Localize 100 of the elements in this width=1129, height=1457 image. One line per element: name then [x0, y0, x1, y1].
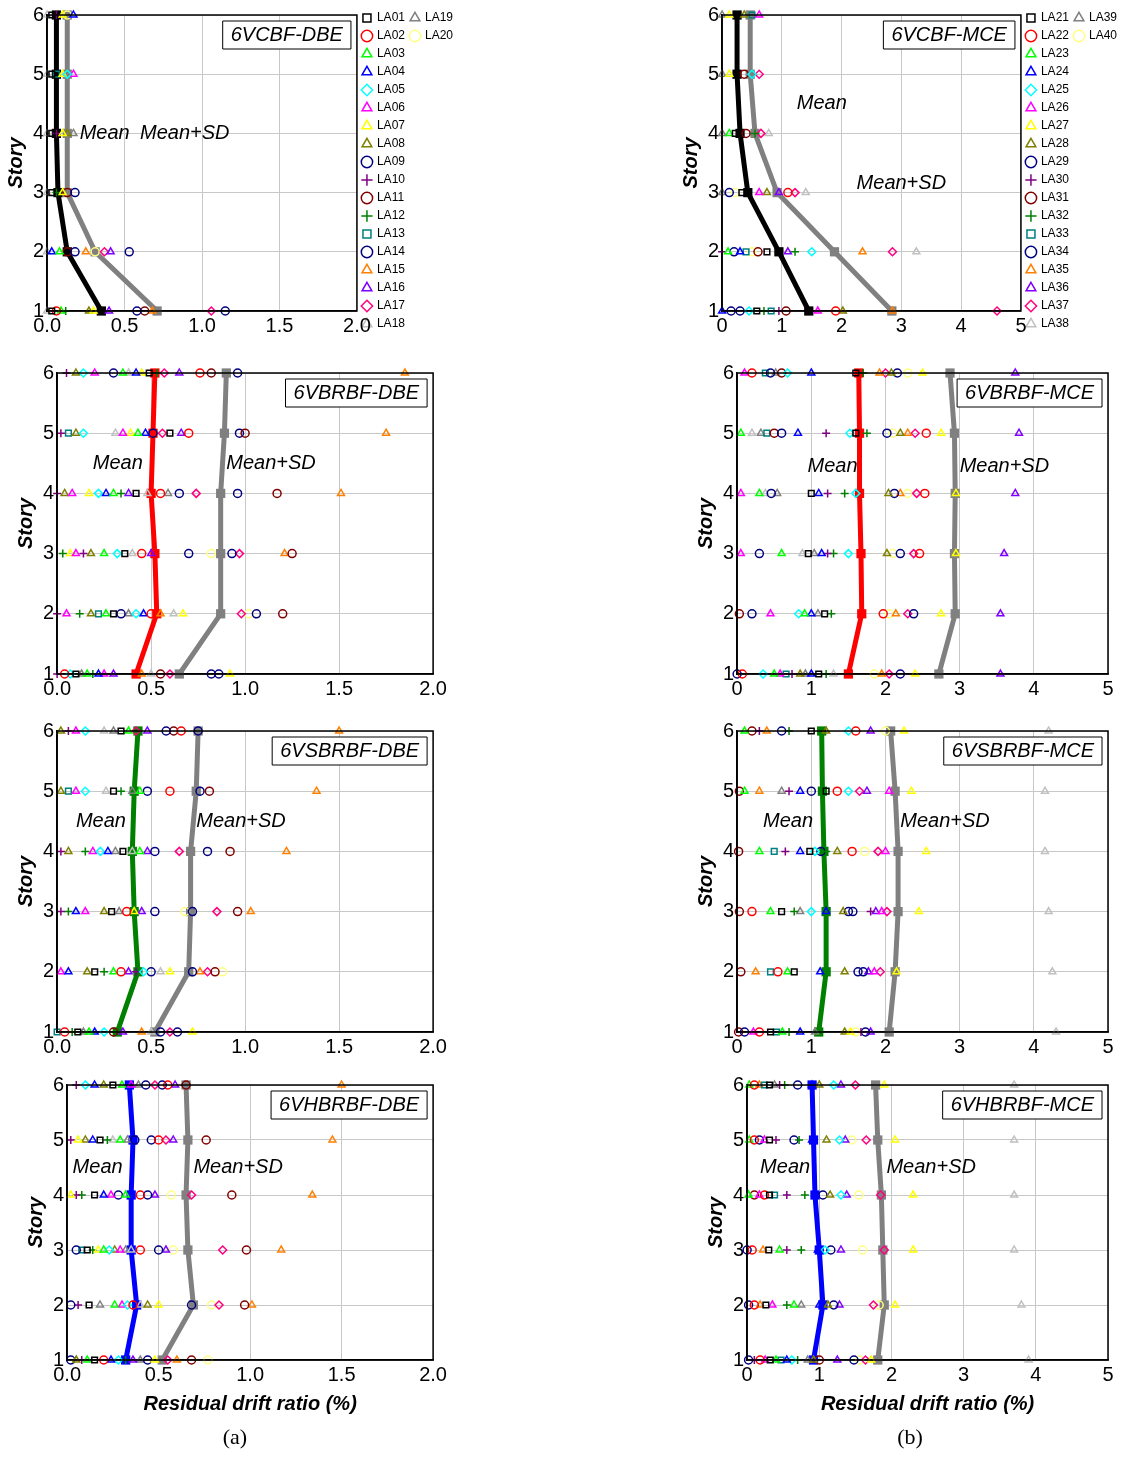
chart-title: 6VSBRBF-DBE	[280, 738, 420, 761]
x-tick-label: 5	[1102, 1362, 1114, 1385]
x-tick-label: 4	[1028, 676, 1040, 699]
legend-label: LA21	[1040, 10, 1070, 25]
legend-label: LA34	[1040, 244, 1070, 259]
legend-label: LA15	[376, 262, 406, 277]
y-tick-label: 3	[708, 180, 720, 203]
legend-label: LA35	[1040, 262, 1070, 277]
x-tick-label: 1.5	[265, 313, 294, 336]
y-tick-label: 3	[723, 899, 735, 922]
y-tick-label: 6	[723, 360, 735, 383]
y-tick-label: 5	[723, 420, 735, 443]
y-tick-label: 6	[53, 1072, 65, 1095]
y-tick-label: 6	[723, 718, 735, 741]
y-tick-label: 6	[33, 2, 45, 25]
y-tick-label: 3	[43, 899, 55, 922]
annotation: Mean+SD	[226, 450, 316, 473]
legend-label: LA23	[1040, 46, 1070, 61]
text: (a)	[221, 1424, 249, 1450]
y-tick-label: 4	[733, 1182, 745, 1205]
y-tick-label: 4	[723, 838, 735, 861]
legend-label: LA01	[376, 10, 406, 25]
legend-label: LA32	[1040, 208, 1070, 223]
y-tick-label: 4	[33, 120, 45, 143]
legend-label: LA39	[1088, 10, 1118, 25]
x-tick-label: 2	[879, 1034, 892, 1057]
y-tick-label: 6	[708, 2, 720, 25]
legend-label: LA07	[376, 118, 406, 133]
legend-label: LA08	[376, 136, 406, 151]
y-tick-label: 3	[43, 541, 55, 564]
x-tick-label: 1	[813, 1362, 825, 1385]
x-tick-label: 2.0	[419, 1362, 447, 1385]
annotation: Mean+SD	[193, 1155, 283, 1178]
x-tick-label: 0.5	[110, 313, 139, 336]
y-tick-label: 3	[733, 1237, 745, 1260]
legend-label: LA26	[1040, 100, 1070, 115]
y-tick-label: 2	[723, 959, 735, 982]
annotation: Mean+SD	[886, 1155, 976, 1178]
legend-label: LA28	[1040, 136, 1070, 151]
annotation: Mean+SD	[959, 453, 1050, 476]
x-tick-label: 2.0	[343, 313, 371, 336]
legend-label: LA16	[376, 280, 406, 295]
x-tick-label: 2	[836, 313, 848, 336]
y-axis-title: Story	[693, 497, 716, 550]
x-tick-label: 2	[879, 676, 892, 699]
chart-title: 6VHBRBF-DBE	[279, 1092, 420, 1115]
x-tick-label: 3	[895, 313, 907, 336]
y-tick-label: 5	[723, 778, 735, 801]
y-axis-title: Story	[3, 136, 26, 189]
y-axis-title: Story	[693, 855, 716, 908]
legend-label: LA24	[1040, 64, 1070, 79]
x-tick-label: 3	[958, 1362, 970, 1385]
legend-label: LA18	[376, 316, 406, 331]
x-tick-label: 3	[954, 1034, 966, 1057]
y-tick-label: 3	[33, 180, 45, 203]
y-tick-label: 2	[708, 239, 720, 262]
legend-label: LA30	[1040, 172, 1070, 187]
legend-label: LA06	[376, 100, 406, 115]
legend-label: LA14	[376, 244, 406, 259]
x-tick-label: 5	[1102, 1034, 1114, 1057]
x-axis-title: Residual drift ratio (%)	[143, 1391, 358, 1414]
annotation: Mean	[92, 450, 143, 473]
text: (b)	[896, 1424, 924, 1450]
legend-label: LA37	[1040, 298, 1070, 313]
x-tick-label: 2	[885, 1362, 898, 1385]
x-tick-label: 1	[805, 676, 817, 699]
y-axis-title: Story	[703, 1196, 726, 1249]
x-tick-label: 0.5	[137, 676, 166, 699]
y-tick-label: 6	[43, 718, 55, 741]
x-tick-label: 0.5	[137, 1034, 166, 1057]
legend-label: LA02	[376, 28, 406, 43]
y-tick-label: 4	[723, 480, 735, 503]
x-tick-label: 5	[1015, 313, 1027, 336]
legend-label: LA19	[424, 10, 454, 25]
legend-label: LA22	[1040, 28, 1070, 43]
y-tick-label: 5	[33, 61, 45, 84]
legend-label: LA05	[376, 82, 406, 97]
x-tick-label: 4	[1030, 1362, 1042, 1385]
legend-label: LA27	[1040, 118, 1070, 133]
x-tick-label: 0	[731, 1034, 743, 1057]
x-tick-label: 1.0	[188, 313, 216, 336]
legend-label: LA10	[376, 172, 406, 187]
legend-label: LA31	[1040, 190, 1070, 205]
legend-label: LA29	[1040, 154, 1070, 169]
x-tick-label: 1	[805, 1034, 817, 1057]
y-tick-label: 2	[43, 959, 55, 982]
x-tick-label: 3	[954, 676, 966, 699]
y-tick-label: 2	[733, 1292, 745, 1315]
annotation: Mean+SD	[140, 120, 230, 143]
chart-title: 6VCBF-DBE	[230, 22, 344, 45]
legend-label: LA17	[376, 298, 406, 313]
y-tick-label: 4	[43, 480, 55, 503]
chart-title: 6VSBRBF-MCE	[951, 738, 1095, 761]
y-tick-label: 2	[43, 601, 55, 624]
y-axis-title: Story	[13, 855, 36, 908]
annotation: Mean	[79, 120, 130, 143]
legend-label: LA13	[376, 226, 406, 241]
x-tick-label: 1.5	[327, 1362, 356, 1385]
legend-label: LA12	[376, 208, 406, 223]
legend-label: LA25	[1040, 82, 1070, 97]
